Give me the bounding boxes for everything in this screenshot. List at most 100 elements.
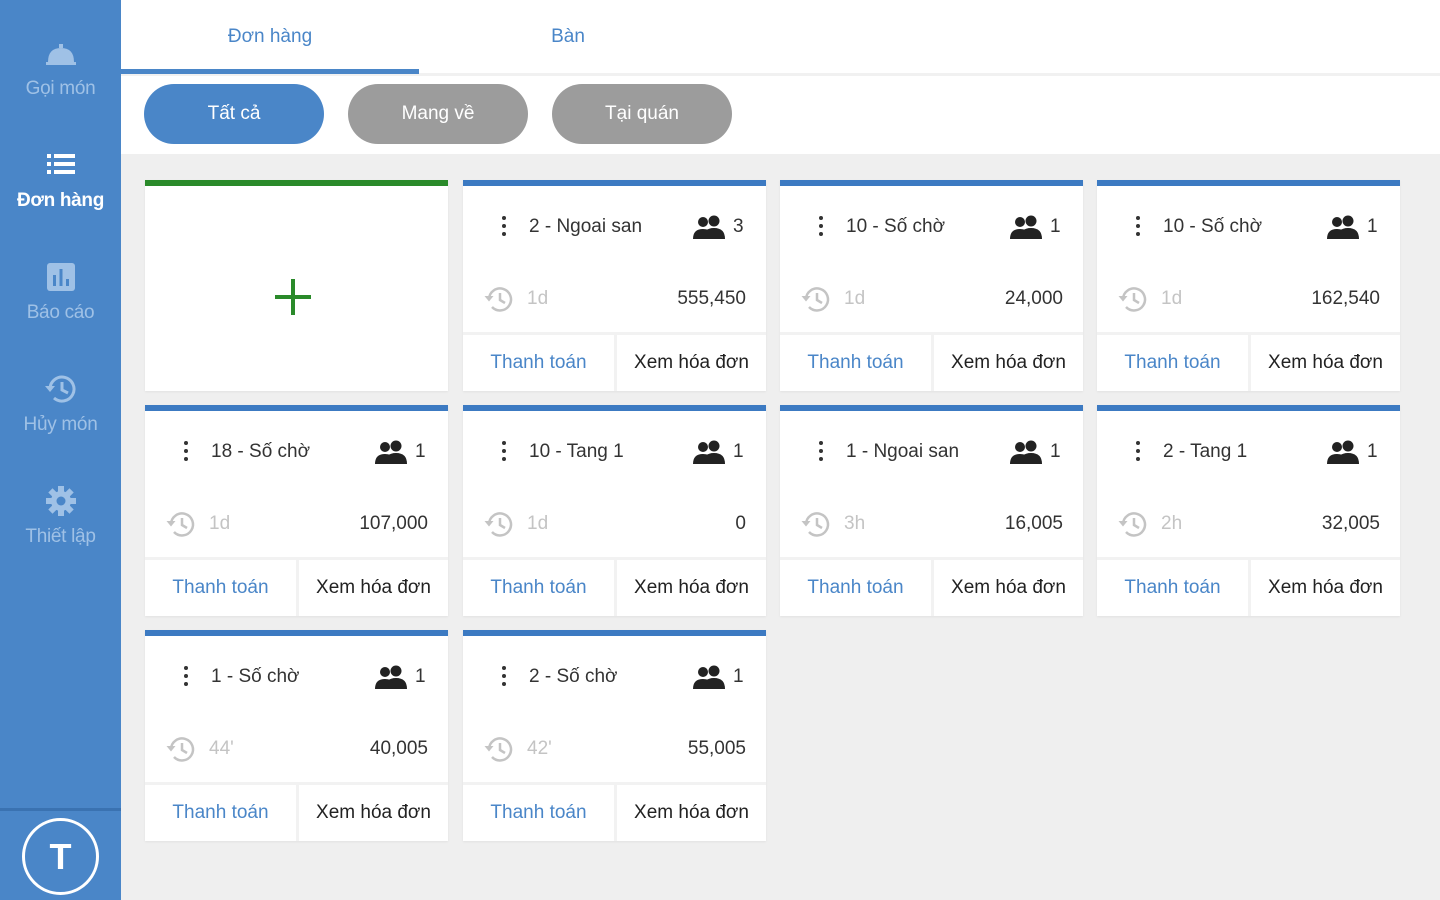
sidebar-item-orders[interactable]: Đơn hàng [0,148,121,248]
more-options-icon[interactable] [500,214,508,242]
order-card: 1 - Số chờ 1 44' 40,005 Thanh toán Xem h… [145,630,448,841]
history-icon [484,512,513,537]
sidebar-item-label: Đơn hàng [16,190,105,211]
history-icon [45,375,76,403]
gear-icon [46,486,76,516]
order-card: 2 - Tang 1 1 2h 32,005 Thanh toán Xem hó… [1097,405,1400,616]
table-name: 10 - Số chờ [1163,216,1263,237]
more-options-icon[interactable] [500,439,508,467]
pay-button[interactable]: Thanh toán [172,577,269,598]
sidebar-item-reports[interactable]: Báo cáo [0,260,121,360]
order-total: 16,005 [1004,513,1063,534]
history-icon [1118,287,1147,312]
card-actions: Thanh toán Xem hóa đơn [145,557,448,616]
guest-count: 1 [1050,216,1061,237]
view-invoice-button[interactable]: Xem hóa đơn [1248,560,1400,616]
view-invoice-button[interactable]: Xem hóa đơn [614,335,766,391]
sidebar-item-cancel-dish[interactable]: Hủy món [0,372,121,472]
more-options-icon[interactable] [1134,439,1142,467]
history-icon [484,287,513,312]
view-invoice-button[interactable]: Xem hóa đơn [296,785,448,841]
tab-tables[interactable]: Bàn [551,26,585,47]
filter-takeaway-button[interactable]: Mang về [348,84,528,144]
avatar[interactable]: T [22,818,99,895]
view-invoice-button[interactable]: Xem hóa đơn [1248,335,1400,391]
view-invoice-button[interactable]: Xem hóa đơn [614,785,766,841]
pay-button[interactable]: Thanh toán [1124,577,1221,598]
sidebar-divider [0,808,121,811]
elapsed-time: 42' [527,738,552,759]
people-icon [1010,215,1042,239]
order-card: 18 - Số chờ 1 1d 107,000 Thanh toán Xem … [145,405,448,616]
pay-button[interactable]: Thanh toán [172,802,269,823]
list-icon [47,154,75,174]
elapsed-time: 44' [209,738,234,759]
view-invoice-button[interactable]: Xem hóa đơn [931,560,1083,616]
add-order-card[interactable] [145,180,448,391]
tab-orders[interactable]: Đơn hàng [227,26,313,47]
guest-count: 1 [1367,216,1378,237]
filter-all-button[interactable]: Tất cả [144,84,324,144]
table-name: 18 - Số chờ [211,441,311,462]
guest-count: 1 [1050,441,1061,462]
view-invoice-button[interactable]: Xem hóa đơn [931,335,1083,391]
card-actions: Thanh toán Xem hóa đơn [145,782,448,841]
pay-button[interactable]: Thanh toán [490,577,587,598]
tab-bar: Đơn hàng Bàn [121,0,1440,76]
sidebar-item-settings[interactable]: Thiết lập [0,484,121,584]
guest-count: 1 [733,666,744,687]
table-name: 10 - Số chờ [846,216,946,237]
history-icon [484,737,513,762]
more-options-icon[interactable] [1134,214,1142,242]
orders-grid: 2 - Ngoai san 3 1d 555,450 Thanh toán Xe… [121,154,1440,900]
pay-button[interactable]: Thanh toán [1124,352,1221,373]
table-name: 2 - Tang 1 [1163,441,1248,462]
elapsed-time: 1d [844,288,866,309]
people-icon [693,440,725,464]
more-options-icon[interactable] [817,214,825,242]
order-total: 55,005 [687,738,746,759]
guest-count: 1 [1367,441,1378,462]
more-options-icon[interactable] [182,664,190,692]
card-actions: Thanh toán Xem hóa đơn [463,782,766,841]
guest-count: 3 [733,216,744,237]
table-name: 10 - Tang 1 [529,441,624,462]
card-actions: Thanh toán Xem hóa đơn [463,557,766,616]
sidebar-item-order-food[interactable]: Gọi món [0,36,121,136]
table-name: 2 - Ngoai san [529,216,643,237]
sidebar: Gọi món Đơn hàng Báo cáo [0,0,121,900]
more-options-icon[interactable] [817,439,825,467]
people-icon [693,665,725,689]
guest-count: 1 [733,441,744,462]
sidebar-item-label: Gọi món [25,78,96,99]
card-actions: Thanh toán Xem hóa đơn [463,332,766,391]
pay-button[interactable]: Thanh toán [490,352,587,373]
people-icon [1327,215,1359,239]
order-card: 10 - Số chờ 1 1d 24,000 Thanh toán Xem h… [780,180,1083,391]
guest-count: 1 [415,666,426,687]
order-total: 40,005 [369,738,428,759]
table-name: 2 - Số chờ [529,666,618,687]
elapsed-time: 1d [209,513,231,534]
sidebar-item-label: Báo cáo [26,302,95,323]
card-actions: Thanh toán Xem hóa đơn [1097,557,1400,616]
people-icon [1010,440,1042,464]
history-icon [801,512,830,537]
view-invoice-button[interactable]: Xem hóa đơn [614,560,766,616]
filter-bar: Tất cả Mang về Tại quán [121,76,1440,154]
view-invoice-button[interactable]: Xem hóa đơn [296,560,448,616]
elapsed-time: 1d [527,513,549,534]
filter-dine-in-button[interactable]: Tại quán [552,84,732,144]
plus-icon [275,279,311,315]
order-total: 555,450 [677,288,746,309]
more-options-icon[interactable] [500,664,508,692]
order-card: 2 - Số chờ 1 42' 55,005 Thanh toán Xem h… [463,630,766,841]
more-options-icon[interactable] [182,439,190,467]
order-total: 24,000 [1004,288,1063,309]
pay-button[interactable]: Thanh toán [807,352,904,373]
order-card: 1 - Ngoai san 1 3h 16,005 Thanh toán Xem… [780,405,1083,616]
pay-button[interactable]: Thanh toán [807,577,904,598]
pay-button[interactable]: Thanh toán [490,802,587,823]
people-icon [375,665,407,689]
